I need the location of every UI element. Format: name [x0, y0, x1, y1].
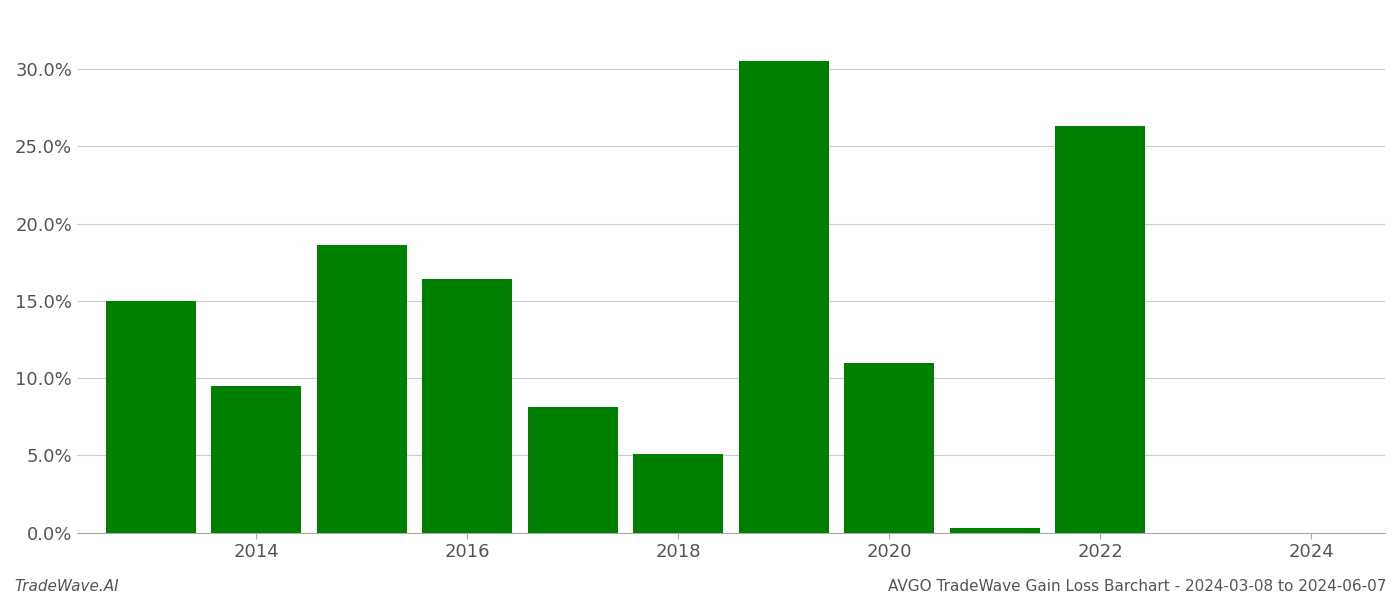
Bar [106, 301, 196, 533]
Text: AVGO TradeWave Gain Loss Barchart - 2024-03-08 to 2024-06-07: AVGO TradeWave Gain Loss Barchart - 2024… [888, 579, 1386, 594]
Bar [844, 362, 934, 533]
Bar [633, 454, 722, 533]
Bar [528, 407, 617, 533]
Text: TradeWave.AI: TradeWave.AI [14, 579, 119, 594]
Bar [211, 386, 301, 533]
Bar [423, 279, 512, 533]
Bar [739, 61, 829, 533]
Bar [316, 245, 406, 533]
Bar [1056, 126, 1145, 533]
Bar [949, 528, 1040, 533]
